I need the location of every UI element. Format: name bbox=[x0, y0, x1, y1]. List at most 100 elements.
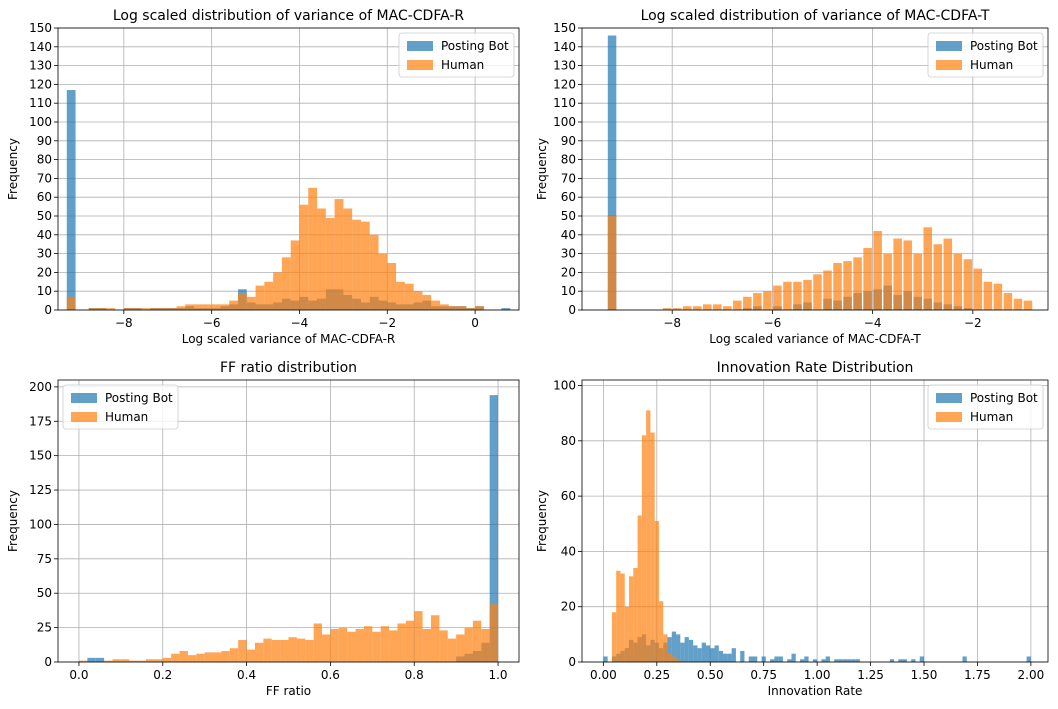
histogram-bar bbox=[633, 568, 638, 662]
legend-swatch bbox=[407, 60, 433, 70]
histogram-bar bbox=[369, 234, 379, 310]
histogram-bar bbox=[489, 395, 499, 662]
histogram-bar bbox=[603, 656, 608, 662]
histogram-bar bbox=[723, 306, 732, 310]
histogram-bar bbox=[296, 638, 306, 662]
y-tick-label: 25 bbox=[37, 621, 52, 635]
histogram-bar bbox=[863, 247, 872, 310]
histogram-bar bbox=[923, 227, 933, 310]
histogram-bar bbox=[713, 304, 722, 310]
histogram-bar bbox=[667, 637, 672, 662]
x-tick-label: 0 bbox=[471, 316, 479, 330]
y-tick-label: 20 bbox=[37, 265, 52, 279]
histogram-bar bbox=[743, 296, 752, 310]
histogram-bar bbox=[88, 308, 98, 310]
chart-title: Innovation Rate Distribution bbox=[717, 360, 914, 376]
x-tick-label: 1.00 bbox=[804, 668, 831, 682]
y-tick-label: 0 bbox=[568, 303, 576, 317]
histogram-bar bbox=[129, 660, 138, 662]
histogram-bar bbox=[943, 238, 953, 310]
histogram-bar bbox=[783, 281, 792, 310]
y-tick-label: 50 bbox=[37, 586, 52, 600]
x-tick-label: 0.25 bbox=[643, 668, 670, 682]
legend-label: Posting Bot bbox=[970, 39, 1038, 53]
x-axis-label: FF ratio bbox=[266, 684, 311, 698]
y-tick-label: 50 bbox=[37, 209, 52, 223]
histogram-bar bbox=[953, 253, 963, 310]
histogram-bar bbox=[194, 304, 203, 310]
histogram-bar bbox=[313, 623, 323, 662]
histogram-bar bbox=[993, 283, 1003, 310]
y-tick-label: 90 bbox=[37, 134, 52, 148]
y-tick-label: 30 bbox=[37, 247, 52, 261]
histogram-bar bbox=[803, 279, 812, 310]
x-tick-label: −6 bbox=[203, 316, 221, 330]
y-tick-label: 40 bbox=[37, 228, 52, 242]
y-axis-label: Frequency bbox=[535, 138, 549, 200]
histogram-bar bbox=[834, 659, 839, 662]
histogram-bar bbox=[851, 659, 856, 662]
histogram-bar bbox=[692, 306, 702, 310]
y-tick-label: 60 bbox=[37, 190, 52, 204]
histogram-bar bbox=[843, 261, 852, 310]
y-tick-label: 140 bbox=[553, 40, 576, 54]
histogram-bar bbox=[95, 657, 105, 662]
histogram-bar bbox=[264, 281, 274, 310]
x-tick-label: 1.50 bbox=[911, 668, 938, 682]
plot-frame bbox=[57, 27, 520, 311]
histogram-bar bbox=[637, 515, 642, 662]
y-tick-label: 50 bbox=[561, 209, 576, 223]
histogram-bar bbox=[112, 659, 121, 662]
series-1 bbox=[611, 410, 681, 662]
x-tick-label: 1.0 bbox=[488, 668, 507, 682]
y-tick-label: 120 bbox=[29, 77, 52, 91]
histogram-bar bbox=[813, 274, 822, 310]
histogram-bar bbox=[629, 576, 634, 662]
histogram-bar bbox=[213, 652, 222, 662]
x-tick-label: 0.0 bbox=[69, 668, 88, 682]
histogram-bar bbox=[280, 639, 289, 662]
histogram-bar bbox=[663, 634, 668, 662]
histogram-bar bbox=[211, 304, 221, 310]
legend: Posting Bot Human bbox=[927, 384, 1044, 430]
histogram-bar bbox=[774, 656, 779, 662]
x-tick-label: 0.6 bbox=[321, 668, 340, 682]
histogram-bar bbox=[229, 300, 239, 310]
y-tick-label: 0 bbox=[44, 655, 52, 669]
histogram-bar bbox=[439, 630, 448, 662]
legend-swatch bbox=[936, 60, 962, 70]
histogram-bar bbox=[104, 660, 113, 662]
histogram-bar bbox=[821, 659, 826, 662]
histogram-bar bbox=[372, 631, 381, 662]
histogram-bar bbox=[290, 240, 300, 310]
x-tick-label: −2 bbox=[964, 316, 982, 330]
histogram-bar bbox=[132, 308, 142, 310]
histogram-bar bbox=[456, 634, 465, 662]
histogram-bar bbox=[823, 270, 832, 310]
legend: Posting Bot Human bbox=[62, 384, 179, 430]
histogram-bar bbox=[475, 306, 484, 310]
y-tick-label: 130 bbox=[553, 59, 576, 73]
histogram-bar bbox=[873, 231, 882, 310]
histogram-bar bbox=[607, 216, 617, 310]
histogram-bar bbox=[883, 253, 892, 310]
histogram-bar bbox=[66, 90, 76, 310]
histogram-bar bbox=[363, 626, 373, 662]
x-tick-label: 2.00 bbox=[1018, 668, 1045, 682]
y-axis-label: Frequency bbox=[6, 490, 20, 552]
histogram-bar bbox=[889, 659, 895, 662]
histogram-bar bbox=[688, 639, 694, 662]
histogram-bar bbox=[847, 659, 852, 662]
histogram-bar bbox=[305, 639, 314, 662]
histogram-bar bbox=[1026, 656, 1031, 662]
histogram-bar bbox=[343, 208, 353, 310]
histogram-bar bbox=[167, 308, 177, 310]
histogram-bar bbox=[422, 294, 432, 310]
histogram-bar bbox=[710, 648, 715, 662]
histogram-bar bbox=[748, 656, 754, 662]
histogram-bar bbox=[963, 259, 973, 310]
legend-swatch bbox=[71, 412, 97, 422]
chart-svg: −8 −6 −4 −2 0 0 10 20 30 40 50 60 70 80 90 100 110 120 130… bbox=[6, 8, 520, 346]
chart-svg: −8 −6 −4 −2 0 10 20 30 40 50 60 70 80 90 100 110 120 130 1… bbox=[535, 8, 1049, 346]
y-tick-label: 0 bbox=[44, 303, 52, 317]
